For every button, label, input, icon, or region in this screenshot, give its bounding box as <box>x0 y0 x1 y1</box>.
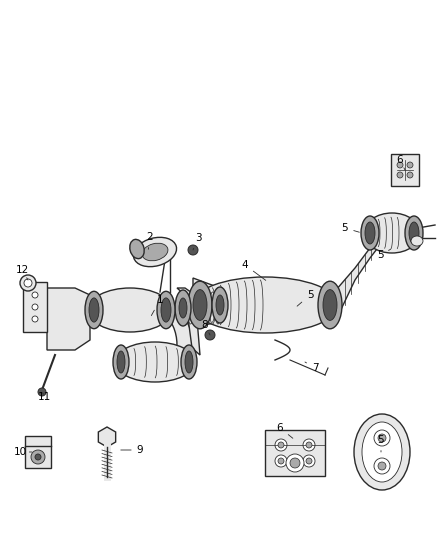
Ellipse shape <box>198 292 205 324</box>
Circle shape <box>378 462 386 470</box>
Circle shape <box>407 172 413 178</box>
Circle shape <box>407 162 413 168</box>
Circle shape <box>35 454 41 460</box>
Text: 7: 7 <box>305 362 318 373</box>
Ellipse shape <box>361 216 379 250</box>
Ellipse shape <box>89 298 99 322</box>
Circle shape <box>397 162 403 168</box>
Text: 8: 8 <box>201 320 210 335</box>
Ellipse shape <box>175 290 191 326</box>
Ellipse shape <box>130 239 144 259</box>
Ellipse shape <box>185 351 193 373</box>
Ellipse shape <box>204 292 210 324</box>
Ellipse shape <box>193 292 199 324</box>
Ellipse shape <box>411 236 423 246</box>
Circle shape <box>303 455 315 467</box>
Ellipse shape <box>192 277 338 333</box>
Circle shape <box>24 279 32 287</box>
Circle shape <box>374 430 390 446</box>
Bar <box>391 154 419 186</box>
Text: 9: 9 <box>121 445 143 455</box>
Circle shape <box>374 458 390 474</box>
Circle shape <box>205 330 215 340</box>
Text: 11: 11 <box>37 392 51 402</box>
Text: 5: 5 <box>297 290 313 306</box>
Text: 2: 2 <box>147 232 153 249</box>
Circle shape <box>278 458 284 464</box>
Polygon shape <box>152 310 193 356</box>
Ellipse shape <box>188 281 212 329</box>
Circle shape <box>32 292 38 298</box>
Ellipse shape <box>323 289 337 320</box>
Polygon shape <box>177 288 200 355</box>
Text: 6: 6 <box>397 155 405 170</box>
Ellipse shape <box>115 342 195 382</box>
Circle shape <box>278 442 284 448</box>
Ellipse shape <box>161 298 171 322</box>
Circle shape <box>32 316 38 322</box>
Circle shape <box>188 245 198 255</box>
Ellipse shape <box>209 292 215 324</box>
Circle shape <box>378 434 386 442</box>
Text: 1: 1 <box>152 295 163 316</box>
Text: 10: 10 <box>14 447 32 457</box>
Circle shape <box>303 439 315 451</box>
Ellipse shape <box>362 422 402 482</box>
Bar <box>265 430 325 476</box>
Text: 5: 5 <box>377 249 391 260</box>
Ellipse shape <box>142 243 168 261</box>
Bar <box>25 436 51 468</box>
Ellipse shape <box>113 345 129 379</box>
Ellipse shape <box>181 345 197 379</box>
Ellipse shape <box>212 287 228 323</box>
Ellipse shape <box>179 298 187 318</box>
Ellipse shape <box>409 222 419 244</box>
Ellipse shape <box>85 292 103 329</box>
Circle shape <box>275 455 287 467</box>
Ellipse shape <box>318 281 342 329</box>
Text: 3: 3 <box>193 233 201 250</box>
Circle shape <box>38 388 46 396</box>
Text: 12: 12 <box>15 265 28 280</box>
Ellipse shape <box>182 292 188 324</box>
Ellipse shape <box>405 216 423 250</box>
Ellipse shape <box>157 292 175 329</box>
Circle shape <box>306 442 312 448</box>
Circle shape <box>286 454 304 472</box>
Ellipse shape <box>215 292 221 324</box>
Circle shape <box>20 275 36 291</box>
Polygon shape <box>47 288 90 350</box>
Ellipse shape <box>216 295 224 315</box>
Ellipse shape <box>134 237 177 266</box>
Text: 6: 6 <box>277 423 293 438</box>
Circle shape <box>306 458 312 464</box>
Circle shape <box>275 439 287 451</box>
Circle shape <box>32 304 38 310</box>
Circle shape <box>31 450 45 464</box>
Text: 5: 5 <box>342 223 359 233</box>
Circle shape <box>290 458 300 468</box>
Text: 5: 5 <box>378 435 384 452</box>
Ellipse shape <box>365 222 375 244</box>
Ellipse shape <box>364 213 420 253</box>
Ellipse shape <box>117 351 125 373</box>
Circle shape <box>397 172 403 178</box>
Ellipse shape <box>193 289 207 320</box>
Ellipse shape <box>187 292 194 324</box>
Ellipse shape <box>88 288 172 332</box>
Polygon shape <box>336 235 380 320</box>
Ellipse shape <box>354 414 410 490</box>
Bar <box>23 282 47 332</box>
Polygon shape <box>193 278 220 327</box>
Text: 4: 4 <box>242 260 266 280</box>
